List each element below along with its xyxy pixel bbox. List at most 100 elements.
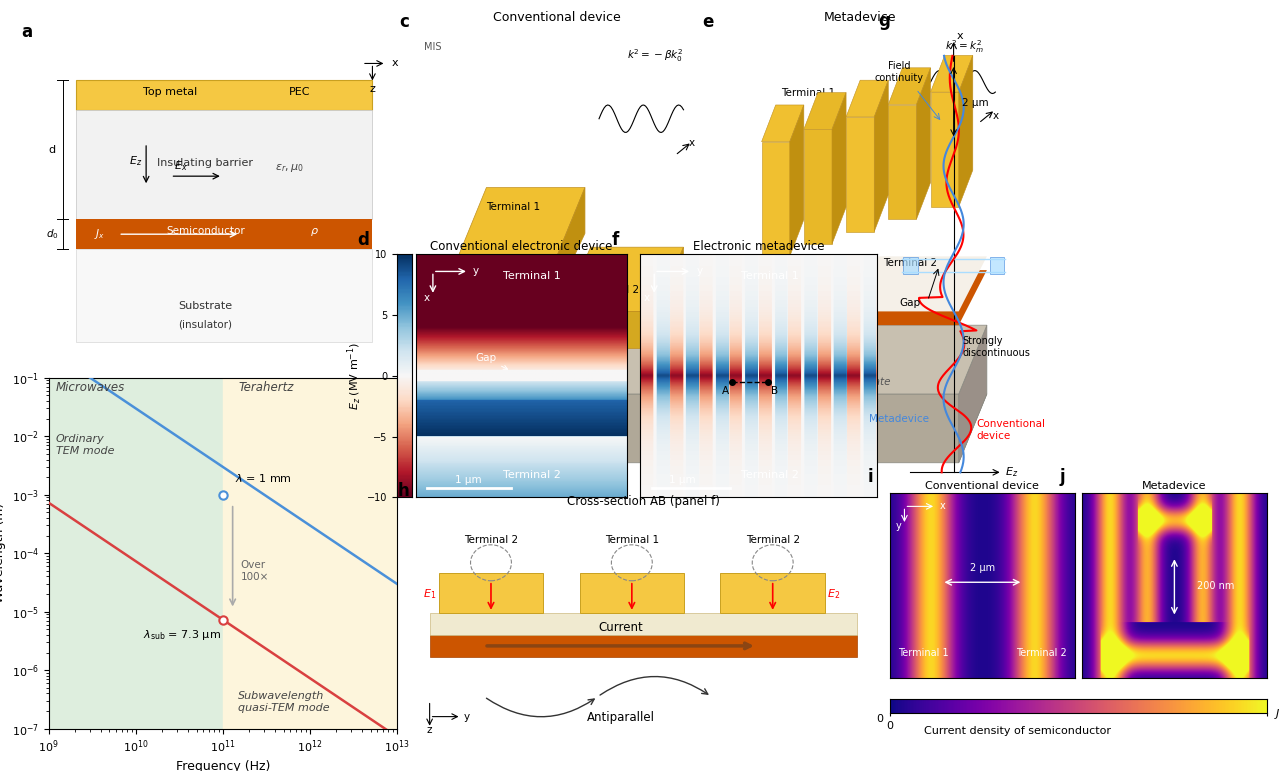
Text: Insulating barrier: Insulating barrier: [157, 158, 253, 168]
FancyBboxPatch shape: [721, 573, 824, 613]
Text: Terminal 1: Terminal 1: [897, 648, 948, 658]
Text: Field
continuity: Field continuity: [874, 61, 923, 82]
FancyBboxPatch shape: [77, 219, 372, 249]
Polygon shape: [444, 394, 684, 463]
Text: z: z: [428, 725, 433, 735]
Text: Terminal 2: Terminal 2: [503, 470, 561, 480]
Text: h: h: [398, 482, 410, 500]
Text: PEC: PEC: [288, 87, 310, 97]
Y-axis label: $E_z$ (MV m$^{-1}$): $E_z$ (MV m$^{-1}$): [346, 342, 364, 410]
Text: 200 nm: 200 nm: [1197, 581, 1234, 591]
Text: Terminal 2: Terminal 2: [883, 258, 937, 268]
Text: z: z: [370, 83, 375, 93]
Polygon shape: [931, 56, 973, 92]
Text: x: x: [992, 111, 998, 121]
Text: x: x: [644, 292, 650, 302]
Polygon shape: [762, 142, 790, 256]
Text: Substrate: Substrate: [841, 377, 891, 387]
Title: Electronic metadevice: Electronic metadevice: [692, 241, 824, 253]
Title: Metadevice: Metadevice: [824, 12, 896, 25]
Text: 1 μm: 1 μm: [456, 475, 483, 485]
Text: Conventional
device: Conventional device: [977, 419, 1046, 441]
Title: Cross-section AB (panel f): Cross-section AB (panel f): [567, 495, 719, 507]
Text: c: c: [399, 13, 410, 31]
Text: d: d: [49, 145, 56, 155]
Text: Terminal 1: Terminal 1: [741, 271, 799, 281]
Text: $\rho$: $\rho$: [310, 226, 319, 238]
Polygon shape: [832, 93, 846, 244]
Text: $E_z$: $E_z$: [1005, 466, 1019, 480]
Title: Conventional electronic device: Conventional electronic device: [430, 241, 613, 253]
Text: g: g: [879, 12, 891, 30]
Text: (insulator): (insulator): [178, 319, 232, 329]
Text: Terahertz: Terahertz: [238, 381, 293, 394]
Polygon shape: [748, 325, 776, 463]
Polygon shape: [748, 270, 987, 325]
Title: Conventional device: Conventional device: [493, 12, 621, 25]
Polygon shape: [748, 256, 987, 311]
Text: ↑ Gap (g): ↑ Gap (g): [559, 258, 608, 268]
Text: A: A: [722, 386, 728, 396]
Text: a: a: [20, 23, 32, 41]
Text: y: y: [463, 712, 470, 722]
Polygon shape: [959, 325, 987, 463]
Text: $J_\mathrm{max}$: $J_\mathrm{max}$: [1274, 707, 1280, 721]
Polygon shape: [655, 325, 684, 463]
Polygon shape: [655, 247, 684, 348]
Text: Top metal: Top metal: [143, 87, 197, 97]
Text: Ordinary
TEM mode: Ordinary TEM mode: [55, 434, 114, 456]
Text: x: x: [689, 138, 695, 148]
Text: $E_z$: $E_z$: [129, 154, 142, 168]
Text: $E_2$: $E_2$: [827, 587, 841, 601]
Text: d: d: [357, 231, 369, 249]
Text: $E_1$: $E_1$: [422, 587, 436, 601]
Text: Gap: Gap: [475, 353, 508, 369]
Text: $k^2 = k_m^2$: $k^2 = k_m^2$: [945, 38, 983, 55]
Text: B: B: [772, 386, 778, 396]
Polygon shape: [916, 68, 931, 219]
Polygon shape: [748, 325, 987, 394]
Text: Terminal 1: Terminal 1: [604, 535, 659, 545]
Text: $\lambda_\mathrm{sub}$ = 7.3 μm: $\lambda_\mathrm{sub}$ = 7.3 μm: [142, 628, 220, 642]
FancyBboxPatch shape: [580, 573, 684, 613]
Text: Substrate: Substrate: [178, 301, 233, 311]
Text: x: x: [940, 501, 946, 511]
FancyBboxPatch shape: [77, 80, 372, 109]
Polygon shape: [804, 93, 846, 130]
Text: $E_x$: $E_x$: [174, 160, 188, 173]
Polygon shape: [846, 117, 874, 231]
Polygon shape: [444, 270, 684, 325]
FancyBboxPatch shape: [430, 635, 856, 657]
X-axis label: Frequency (Hz): Frequency (Hz): [175, 760, 270, 771]
Text: x: x: [424, 292, 430, 302]
Title: Metadevice: Metadevice: [1142, 481, 1207, 491]
Text: Terminal 1: Terminal 1: [503, 271, 561, 281]
Text: Strongly
discontinuous: Strongly discontinuous: [963, 336, 1030, 358]
Polygon shape: [959, 56, 973, 207]
Title: Conventional device: Conventional device: [925, 481, 1039, 491]
Text: $J_x$: $J_x$: [93, 227, 105, 241]
Text: $\lambda$ = 1 mm: $\lambda$ = 1 mm: [236, 473, 292, 484]
Text: Subwavelength
quasi-TEM mode: Subwavelength quasi-TEM mode: [238, 692, 330, 713]
Text: f: f: [612, 231, 618, 249]
Text: y: y: [896, 520, 901, 530]
Text: Substrate: Substrate: [538, 377, 588, 387]
Polygon shape: [458, 256, 557, 293]
Text: Current density of semiconductor: Current density of semiconductor: [924, 726, 1111, 736]
Text: MIS: MIS: [425, 42, 442, 52]
Polygon shape: [888, 68, 931, 105]
Text: y: y: [474, 267, 479, 277]
Text: Metadevice: Metadevice: [869, 414, 929, 424]
Text: 2 μm: 2 μm: [970, 563, 995, 573]
FancyBboxPatch shape: [77, 109, 372, 219]
Bar: [49, 378, 223, 729]
Text: $k^2 = -\beta k_0^2$: $k^2 = -\beta k_0^2$: [627, 47, 684, 64]
Polygon shape: [458, 187, 585, 256]
Text: x: x: [956, 31, 963, 41]
Text: Terminal 2: Terminal 2: [746, 535, 800, 545]
Text: $\varepsilon_r, \mu_0$: $\varepsilon_r, \mu_0$: [275, 162, 303, 173]
Text: i: i: [868, 468, 873, 487]
Polygon shape: [748, 394, 987, 463]
Text: Current: Current: [598, 621, 643, 634]
Text: Antiparallel: Antiparallel: [586, 711, 654, 724]
